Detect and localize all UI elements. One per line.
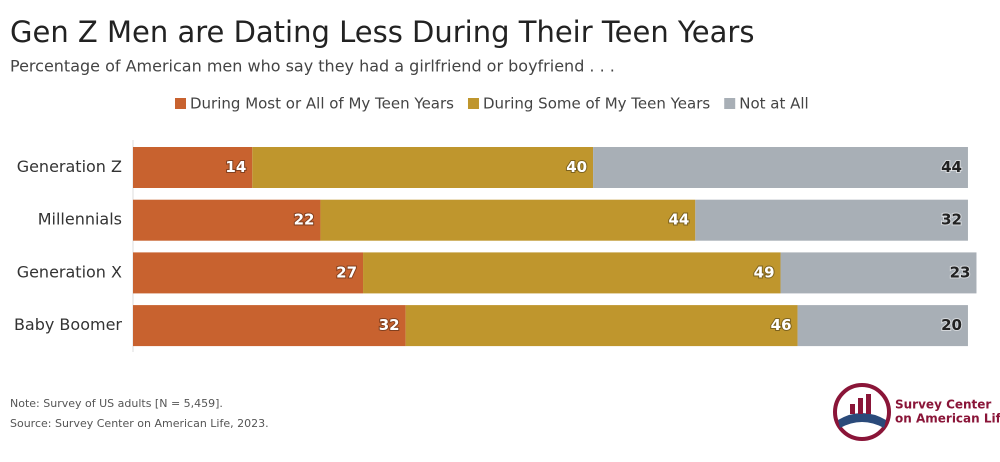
bar-segment — [363, 252, 781, 294]
logo-text: on American Life — [895, 412, 1000, 426]
data-label: 14 — [225, 158, 246, 176]
data-label: 46 — [771, 316, 792, 334]
bar-segment — [593, 147, 968, 188]
bar-segment — [695, 199, 968, 241]
source: Source: Survey Center on American Life, … — [10, 417, 269, 430]
logo-text: Survey Center — [895, 398, 991, 412]
data-label: 32 — [941, 211, 962, 229]
bar-segment — [133, 305, 406, 347]
bar-segment — [405, 305, 798, 347]
note: Note: Survey of US adults [N = 5,459]. — [10, 397, 223, 410]
chart-title: Gen Z Men are Dating Less During Their T… — [10, 15, 754, 49]
data-label: 44 — [941, 158, 962, 176]
legend-swatch — [467, 98, 479, 109]
bar-segment — [252, 147, 594, 188]
data-label: 44 — [668, 211, 689, 229]
data-label: 22 — [294, 211, 315, 229]
data-label: 49 — [754, 263, 775, 281]
data-label: 20 — [941, 316, 962, 334]
bar-segment — [797, 305, 968, 347]
category-label: Generation X — [17, 262, 122, 281]
bar-segment — [780, 252, 977, 294]
data-label: 40 — [566, 158, 587, 176]
bar-segment — [133, 199, 321, 241]
legend-label: During Some of My Teen Years — [483, 95, 710, 113]
bar-segment — [133, 252, 364, 294]
logo: Survey Center on American Life — [833, 383, 1000, 441]
bar-segment — [133, 147, 253, 188]
legend-swatch — [724, 98, 736, 109]
bar-segment — [320, 199, 696, 241]
category-label: Millennials — [38, 210, 122, 229]
category-label: Generation Z — [17, 157, 122, 176]
legend-label: Not at All — [739, 95, 809, 113]
chart-subtitle: Percentage of American men who say they … — [10, 57, 615, 76]
legend-label: During Most or All of My Teen Years — [190, 95, 454, 113]
data-label: 27 — [336, 263, 357, 281]
data-label: 32 — [379, 316, 400, 334]
data-label: 23 — [950, 263, 971, 281]
category-label: Baby Boomer — [14, 315, 122, 334]
legend-swatch — [175, 98, 186, 109]
